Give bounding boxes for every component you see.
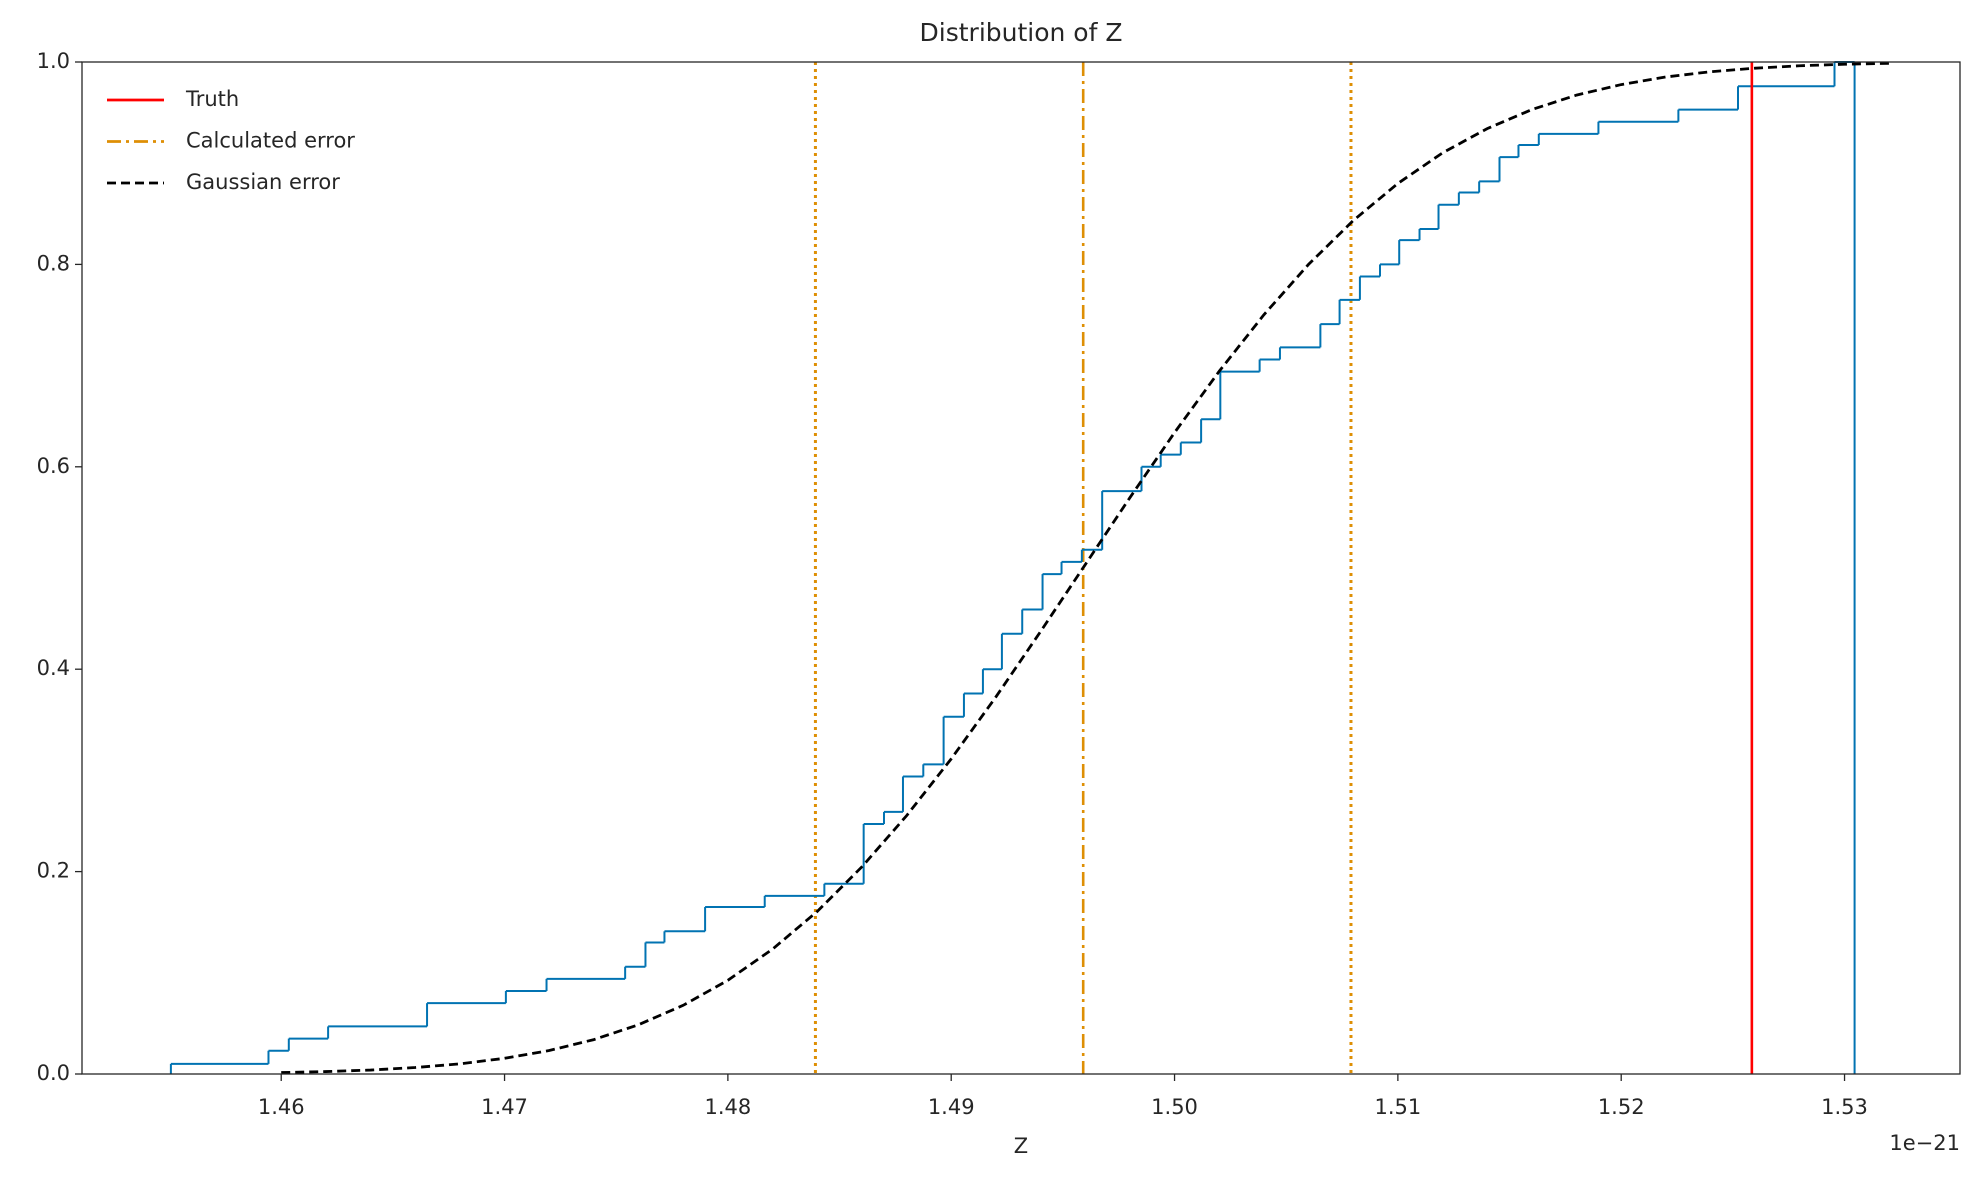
y-tick-label: 1.0 — [37, 49, 70, 73]
x-tick-label: 1.53 — [1821, 1095, 1868, 1119]
y-tick-label: 0.4 — [37, 656, 70, 680]
x-tick-label: 1.47 — [481, 1095, 528, 1119]
x-tick-label: 1.50 — [1151, 1095, 1198, 1119]
y-tick-label: 0.8 — [37, 251, 70, 275]
x-tick-label: 1.51 — [1374, 1095, 1421, 1119]
legend-label: Truth — [185, 87, 239, 111]
y-tick-label: 0.2 — [37, 859, 70, 883]
y-tick-label: 0.0 — [37, 1061, 70, 1085]
x-tick-label: 1.46 — [258, 1095, 305, 1119]
x-tick-label: 1.48 — [704, 1095, 751, 1119]
chart-title: Distribution of Z — [920, 18, 1123, 47]
x-offset-label: 1e−21 — [1889, 1131, 1960, 1155]
legend-label: Calculated error — [186, 129, 355, 153]
x-tick-label: 1.49 — [928, 1095, 975, 1119]
x-axis-label: Z — [1014, 1134, 1028, 1158]
plot-frame — [81, 61, 1961, 1075]
y-tick-label: 0.6 — [37, 454, 70, 478]
gaussian-curve — [281, 61, 1890, 1074]
x-tick-label: 1.52 — [1598, 1095, 1645, 1119]
legend-label: Gaussian error — [186, 170, 340, 194]
